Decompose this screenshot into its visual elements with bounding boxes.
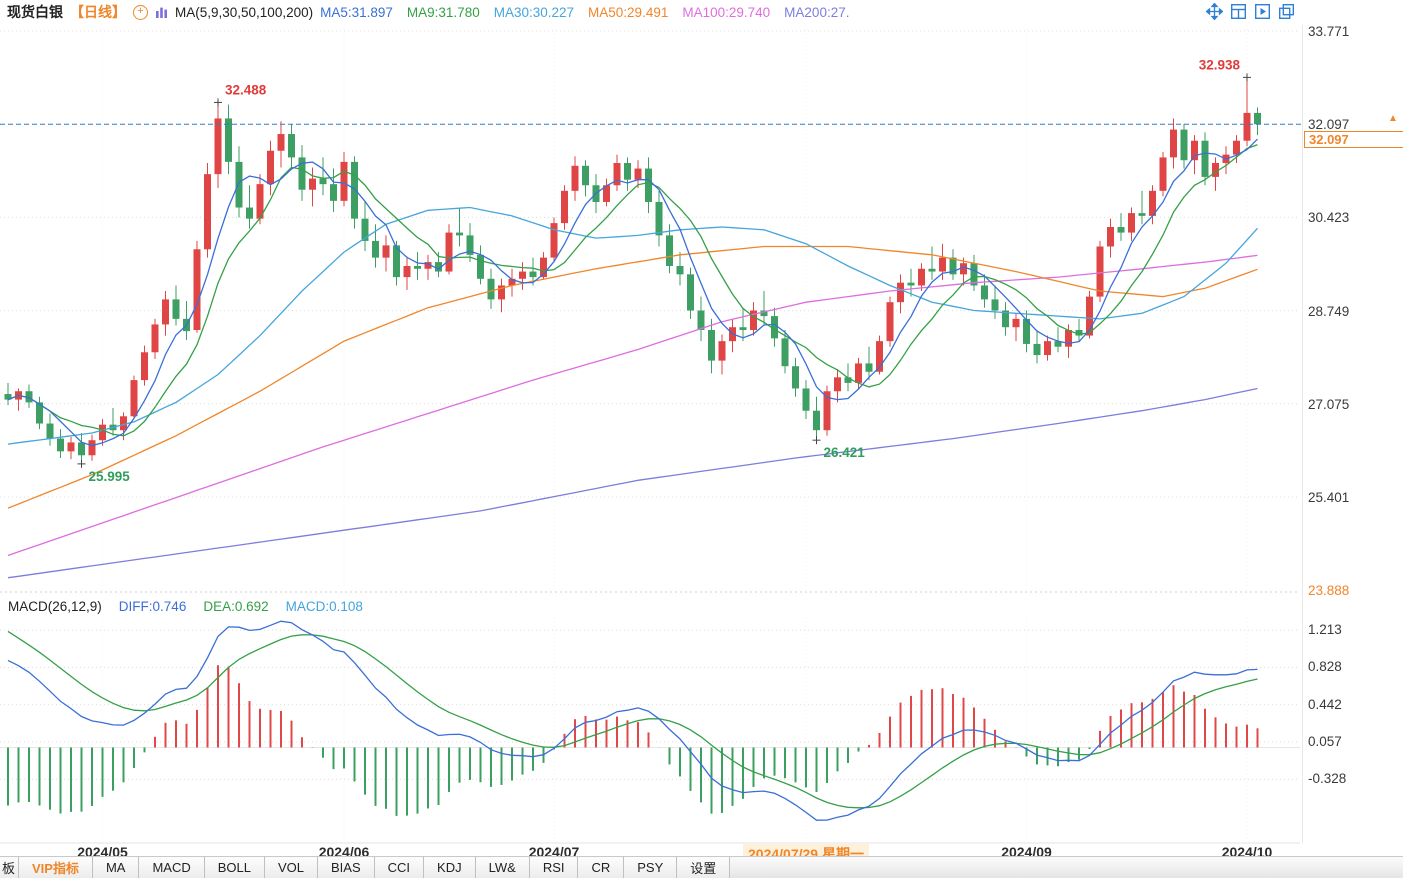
y-axis-label: 27.075 <box>1308 396 1350 412</box>
macd-axis-label: 1.213 <box>1308 622 1342 638</box>
y-axis-label: 28.749 <box>1308 303 1350 319</box>
indicator-toolbar: 板 VIP指标 MA MACD BOLL VOL BIAS CCI KDJ LW& RSI CR PSY… <box>0 856 1403 878</box>
svg-text:25.995: 25.995 <box>89 469 131 484</box>
layout-icon[interactable] <box>1230 3 1247 20</box>
indicator-tab-BOLL[interactable]: BOLL <box>204 857 265 878</box>
macd-diff-label: DIFF:0.746 <box>118 599 187 614</box>
ma-values: MA5:31.897 MA9:31.780 MA30:30.227 MA50:29.4… <box>320 5 849 20</box>
indicator-tab-PSY[interactable]: PSY <box>624 857 678 878</box>
svg-text:32.488: 32.488 <box>225 82 267 97</box>
macd-dea-label: DEA:0.692 <box>203 599 269 614</box>
macd-axis-label: 0.442 <box>1308 696 1342 712</box>
indicator-tab-CR[interactable]: CR <box>578 857 625 878</box>
symbol-name: 现货白银 <box>7 4 63 20</box>
chart-header: 现货白银 【日线】 MA(5,9,30,50,100,200) MA5:31.8… <box>0 0 1403 24</box>
current-price-tag: 32.097 <box>1304 131 1403 148</box>
ma-value-label: MA200:27. <box>784 4 850 20</box>
indicator-icon[interactable] <box>155 6 168 19</box>
chart-toolbar-icons <box>1205 2 1295 21</box>
macd-axis-label: 0.057 <box>1308 733 1342 749</box>
ma-value-label: MA5:31.897 <box>320 4 393 20</box>
ma-value-label: MA50:29.491 <box>588 4 669 20</box>
ma-group-label: MA(5,9,30,50,100,200) <box>175 4 314 20</box>
kline-chart[interactable]: 32.488 25.995 26.421 32.938 <box>0 0 1403 844</box>
macd-legend: MACD(26,12,9) DIFF:0.746 DEA:0.692 MACD:… <box>8 599 363 614</box>
indicator-tab-板[interactable]: 板 <box>0 857 19 878</box>
multi-window-icon[interactable] <box>1278 3 1295 20</box>
indicator-tab-CCI[interactable]: CCI <box>374 857 425 878</box>
macd-params-label: MACD(26,12,9) <box>8 599 102 614</box>
ma-value-label: MA30:30.227 <box>493 4 575 20</box>
svg-text:26.421: 26.421 <box>824 445 866 460</box>
move-icon[interactable] <box>1205 2 1224 21</box>
svg-text:32.938: 32.938 <box>1199 57 1241 72</box>
ma-value-label: MA9:31.780 <box>406 4 480 20</box>
play-chart-icon[interactable] <box>1254 3 1271 20</box>
y-axis-label: 33.771 <box>1308 24 1350 39</box>
y-axis-bottom-label: 23.888 <box>1308 583 1350 598</box>
add-circle-icon[interactable] <box>133 4 148 20</box>
indicator-tab-VOL[interactable]: VOL <box>265 857 319 878</box>
macd-axis-label: 0.828 <box>1308 659 1342 675</box>
y-axis-label: 30.423 <box>1308 210 1350 226</box>
indicator-tab-BIAS[interactable]: BIAS <box>318 857 375 878</box>
macd-macd-label: MACD:0.108 <box>285 599 363 614</box>
indicator-tab-设置[interactable]: 设置 <box>677 857 731 878</box>
indicator-tab-MA[interactable]: MA <box>92 857 140 878</box>
price-up-arrow-icon: ▲ <box>1388 113 1398 124</box>
indicator-tab-VIP指标[interactable]: VIP指标 <box>19 857 93 878</box>
period-label: 【日线】 <box>70 4 126 20</box>
ma-value-label: MA100:29.740 <box>682 4 771 20</box>
y-axis-label: 25.401 <box>1308 489 1350 505</box>
indicator-tab-RSI[interactable]: RSI <box>529 857 579 878</box>
indicator-tab-KDJ[interactable]: KDJ <box>424 857 476 878</box>
indicator-tab-LW&[interactable]: LW& <box>475 857 530 878</box>
y-axis-label: 32.097 <box>1308 117 1350 133</box>
indicator-tab-MACD[interactable]: MACD <box>139 857 205 878</box>
macd-axis-label: -0.328 <box>1308 771 1347 787</box>
